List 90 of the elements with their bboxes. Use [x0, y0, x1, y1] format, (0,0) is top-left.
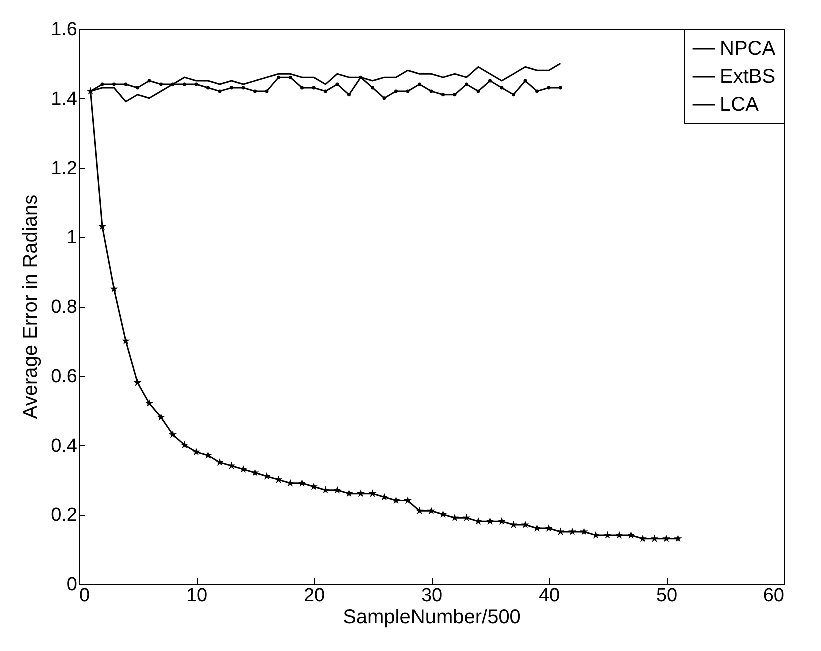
point — [627, 531, 636, 539]
point — [404, 496, 412, 504]
point — [368, 490, 377, 498]
x-tick-label: 20 — [304, 586, 326, 606]
point — [604, 531, 612, 539]
point — [136, 86, 140, 90]
point — [394, 90, 398, 94]
point — [183, 82, 186, 86]
point — [453, 93, 457, 97]
point — [216, 458, 224, 466]
y-tick-label: 1.2 — [51, 158, 78, 180]
point — [171, 82, 175, 86]
point — [124, 82, 128, 86]
point — [218, 90, 222, 94]
point — [160, 82, 163, 86]
point — [559, 86, 562, 90]
point — [312, 86, 316, 90]
point — [522, 520, 530, 528]
point — [498, 517, 506, 525]
point — [146, 399, 154, 408]
point — [416, 506, 424, 515]
point — [300, 86, 304, 90]
x-tick-label: 60 — [763, 586, 784, 606]
point — [650, 534, 659, 542]
legend-label: NPCA — [720, 38, 776, 60]
y-tick-label: 0.8 — [51, 297, 78, 318]
point — [524, 79, 528, 83]
y-tick-label: 0.6 — [51, 366, 78, 388]
point — [157, 413, 166, 421]
point — [192, 448, 200, 456]
point — [382, 96, 386, 100]
point — [334, 486, 342, 494]
point — [568, 528, 576, 536]
point — [616, 531, 624, 539]
point — [122, 337, 130, 345]
point — [592, 531, 600, 539]
legend-label: ExtBS — [720, 66, 776, 88]
point — [536, 90, 539, 94]
x-tick-label: 50 — [656, 586, 678, 606]
x-tick-label: 10 — [186, 586, 208, 606]
point — [194, 82, 198, 86]
point — [465, 82, 468, 86]
point — [134, 378, 142, 386]
point — [148, 79, 152, 83]
point — [430, 90, 434, 94]
point — [371, 86, 374, 90]
point — [265, 90, 269, 94]
point — [254, 90, 257, 94]
point — [418, 82, 422, 86]
point — [500, 86, 504, 90]
point — [462, 514, 471, 522]
point — [512, 93, 516, 97]
y-tick-label: 0.2 — [51, 505, 78, 526]
y-tick-label: 1.4 — [51, 88, 78, 110]
point — [348, 93, 351, 97]
x-tick-label: 30 — [421, 586, 443, 606]
legend-label: LCA — [720, 94, 760, 116]
point — [476, 90, 480, 94]
point — [547, 86, 551, 90]
point — [206, 86, 210, 90]
y-tick-label: 0.4 — [51, 436, 78, 457]
point — [442, 93, 445, 97]
point — [242, 86, 246, 90]
y-tick-label: 1.6 — [51, 20, 78, 40]
point — [545, 524, 553, 532]
point — [486, 517, 494, 525]
point — [288, 76, 292, 80]
point — [324, 90, 328, 94]
point — [110, 284, 118, 293]
point — [357, 490, 365, 498]
point — [428, 506, 436, 515]
point — [98, 222, 106, 230]
point — [298, 479, 306, 487]
x-axis-title: SampleNumber/500 — [343, 606, 521, 628]
y-tick-label: 1 — [66, 228, 78, 249]
y-axis-title: Average Error in Radians — [20, 194, 42, 420]
point — [662, 534, 670, 542]
x-tick-label: 40 — [538, 586, 560, 606]
point — [580, 528, 588, 536]
point — [112, 82, 116, 86]
point — [100, 82, 104, 86]
point — [180, 441, 189, 449]
point — [406, 90, 410, 94]
point — [169, 430, 177, 438]
point — [336, 82, 340, 86]
point — [277, 76, 280, 80]
point — [359, 76, 363, 80]
point — [230, 86, 234, 90]
point — [488, 79, 492, 83]
point — [674, 534, 682, 542]
